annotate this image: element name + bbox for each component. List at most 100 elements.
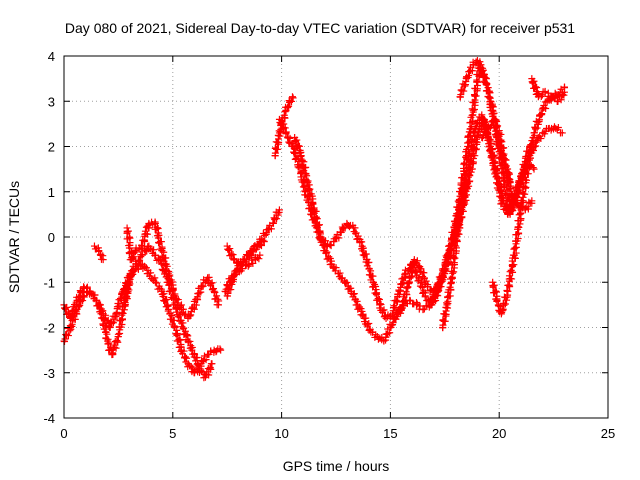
data-point-cluster (499, 155, 514, 184)
data-point-cluster (455, 180, 472, 223)
data-point-cluster (369, 281, 384, 308)
data-point-cluster (354, 303, 367, 320)
data-point-cluster (212, 345, 224, 356)
data-point (469, 106, 477, 114)
data-point (504, 287, 512, 295)
data-point-cluster (469, 58, 480, 67)
data-point (217, 346, 225, 354)
data-point-cluster (503, 254, 519, 294)
data-point-cluster (356, 238, 371, 263)
data-point-cluster (528, 77, 542, 98)
x-tick-label: 15 (383, 426, 397, 441)
series-track-m (439, 179, 472, 332)
data-point (404, 283, 412, 291)
series-track-o (489, 83, 568, 318)
data-point-cluster (513, 167, 528, 198)
axes: 0 5 10 15 20 25 -4 -3 -2 -1 0 1 2 3 4 (43, 49, 615, 441)
data-point-cluster (309, 207, 324, 240)
x-tick-label: 5 (169, 426, 176, 441)
data-point-cluster (392, 308, 405, 323)
data-point-cluster (463, 61, 478, 82)
data-point-cluster (497, 287, 512, 315)
y-tick-label: -4 (43, 411, 55, 426)
data-point (151, 278, 159, 286)
data-point-cluster (439, 303, 452, 332)
data-point-cluster (66, 307, 81, 330)
data-point-cluster (362, 258, 377, 286)
x-tick-label: 10 (274, 426, 288, 441)
data-point-cluster (291, 136, 305, 157)
x-axis-label: GPS time / hours (283, 458, 390, 474)
data-point (530, 165, 538, 173)
data-point-cluster (184, 303, 198, 320)
data-point-cluster (384, 311, 395, 321)
y-tick-label: -2 (43, 321, 55, 336)
series-track-e (90, 242, 107, 264)
data-point-cluster (330, 228, 345, 243)
data-point-cluster (178, 319, 192, 345)
data-point-cluster (121, 274, 134, 309)
data-point-cluster (523, 131, 539, 170)
x-tick-label: 20 (492, 426, 506, 441)
data-point (497, 310, 505, 318)
data-point-cluster (271, 131, 284, 160)
data-point-cluster (232, 267, 245, 276)
data-point (413, 301, 421, 309)
data-point-cluster (397, 283, 412, 312)
data-point-cluster (456, 74, 470, 101)
data-point-cluster (489, 281, 501, 303)
y-tick-label: -3 (43, 366, 55, 381)
data-point-cluster (137, 222, 153, 249)
data-point-cluster (530, 111, 544, 137)
data-point (275, 206, 283, 214)
y-tick-label: -1 (43, 275, 55, 290)
data-point (260, 238, 268, 246)
data-point-cluster (456, 153, 471, 198)
data-point-cluster (466, 135, 481, 173)
data-point-cluster (66, 298, 81, 321)
data-point-cluster (269, 208, 283, 227)
y-tick-label: 4 (48, 49, 55, 64)
data-point (528, 197, 536, 205)
data-point-cluster (500, 176, 514, 211)
data-point-cluster (479, 73, 494, 102)
data-point-cluster (282, 94, 297, 112)
data-point-cluster (443, 279, 455, 307)
data-point-cluster (437, 260, 450, 286)
data-point-cluster (113, 289, 126, 318)
data-point (382, 314, 390, 322)
chart-title: Day 080 of 2021, Sidereal Day-to-day VTE… (65, 20, 575, 36)
data-point-cluster (158, 290, 172, 311)
x-tick-label: 0 (60, 426, 67, 441)
data-points (60, 57, 568, 382)
y-tick-label: 1 (48, 185, 55, 200)
data-point-cluster (395, 270, 409, 294)
data-point (463, 179, 471, 187)
data-point-cluster (509, 209, 525, 259)
y-tick-label: 0 (48, 230, 55, 245)
data-point-cluster (368, 328, 380, 341)
data-point-cluster (479, 127, 492, 142)
series-track-h (223, 251, 264, 300)
y-tick-label: 3 (48, 94, 55, 109)
data-point (208, 360, 216, 368)
data-point-cluster (473, 118, 488, 140)
data-point-cluster (123, 227, 136, 264)
series-track-k (291, 115, 566, 322)
data-point-cluster (151, 220, 166, 253)
series-track-b (60, 260, 225, 377)
data-point-cluster (428, 288, 442, 306)
data-point-cluster (252, 253, 263, 263)
y-axis-label: SDTVAR / TECUs (6, 181, 22, 293)
series-track-p (528, 75, 568, 106)
data-point-cluster (446, 244, 460, 283)
series-track-d (121, 242, 216, 382)
data-point (560, 88, 568, 96)
data-point-cluster (146, 269, 159, 284)
data-point-cluster (204, 273, 218, 294)
data-point (256, 251, 264, 259)
data-point-cluster (109, 333, 122, 358)
data-point-cluster (345, 221, 357, 231)
data-point-cluster (190, 283, 206, 309)
